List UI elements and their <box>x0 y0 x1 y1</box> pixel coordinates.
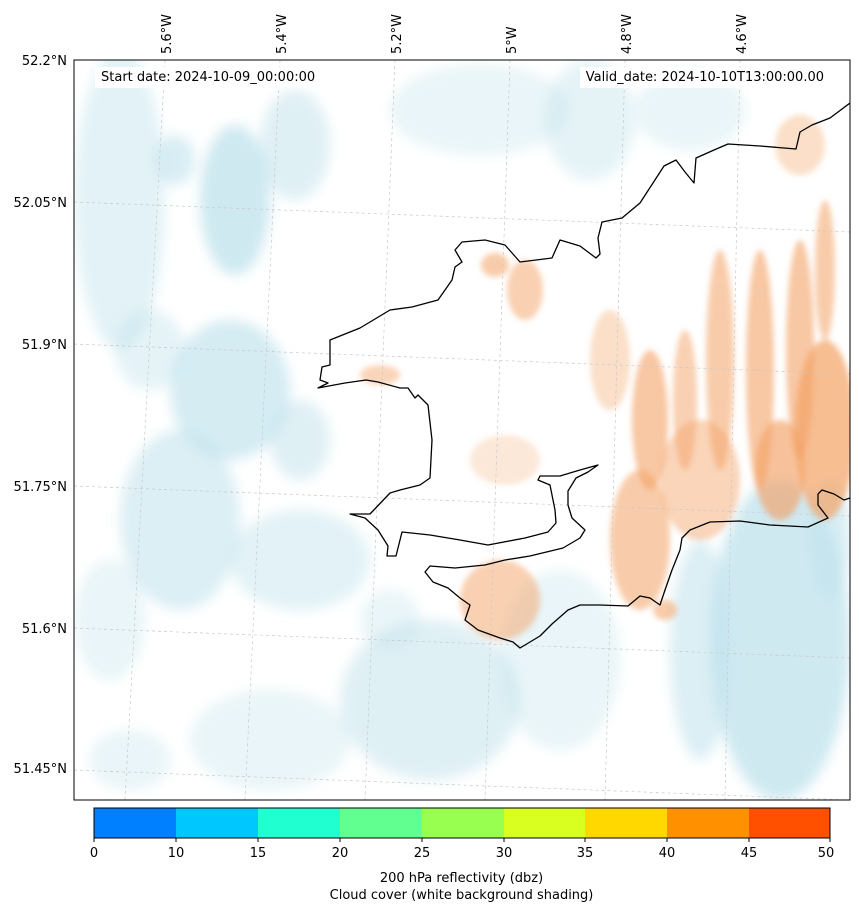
lon-label: 4.8°W <box>620 14 635 54</box>
colorbar-tick: 20 <box>332 846 349 861</box>
lon-label: 5°W <box>505 26 520 54</box>
start-date-label: Start date: 2024-10-09_00:00:00 <box>95 67 322 88</box>
colorbar-segment <box>258 808 340 838</box>
colorbar-tick: 40 <box>659 846 676 861</box>
colorbar: 0 10 15 20 25 30 35 40 45 50 <box>90 807 835 861</box>
colorbar-tick: 30 <box>496 846 513 861</box>
map-frame <box>73 59 851 801</box>
colorbar-tick: 45 <box>741 846 758 861</box>
lat-label: 51.6°N <box>22 622 67 637</box>
colorbar-segment <box>667 808 749 838</box>
colorbar-tick: 10 <box>168 846 185 861</box>
lat-label: 51.75°N <box>14 480 67 495</box>
colorbar-tick: 25 <box>414 846 431 861</box>
colorbar-segment <box>749 808 830 838</box>
lon-label: 4.6°W <box>735 14 750 54</box>
latitude-labels: 52.2°N 52.05°N 51.9°N 51.75°N 51.6°N 51.… <box>14 54 67 777</box>
lon-label: 5.6°W <box>160 14 175 54</box>
colorbar-tick: 35 <box>577 846 594 861</box>
reflectivity-shading <box>360 115 850 640</box>
colorbar-tick: 15 <box>250 846 267 861</box>
colorbar-segment <box>176 808 258 838</box>
colorbar-tick: 0 <box>90 846 98 861</box>
lat-label: 52.2°N <box>22 54 67 69</box>
colorbar-sublabel: Cloud cover (white background shading) <box>329 888 594 903</box>
colorbar-segment <box>504 808 585 838</box>
lat-label: 52.05°N <box>14 196 67 211</box>
colorbar-segment <box>94 808 176 838</box>
longitude-labels: 5.6°W 5.4°W 5.2°W 5°W 4.8°W 4.6°W <box>160 14 750 54</box>
colorbar-frame <box>93 807 831 839</box>
colorbar-segment <box>340 808 422 838</box>
lat-label: 51.9°N <box>22 338 67 353</box>
lon-label: 5.2°W <box>390 14 405 54</box>
colorbar-segment <box>585 808 667 838</box>
valid-date-label: Valid_date: 2024-10-10T13:00:00.00 <box>579 67 830 88</box>
colorbar-segment <box>422 808 504 838</box>
cloud-cover-shading <box>75 60 850 800</box>
lat-label: 51.45°N <box>14 762 67 777</box>
colorbar-label: 200 hPa reflectivity (dbz) <box>379 871 544 886</box>
colorbar-tick: 50 <box>818 846 835 861</box>
coastline <box>317 102 850 649</box>
lon-label: 5.4°W <box>275 14 290 54</box>
